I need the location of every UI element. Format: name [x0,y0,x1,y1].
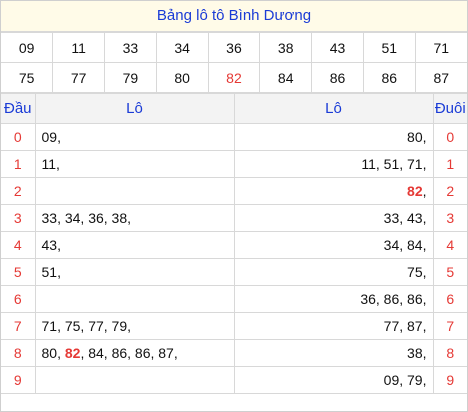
duoi-cell: 8 [432,339,467,367]
table-row: 7 71, 75, 77, 79, 77, 87, 7 [1,312,467,340]
dau-cell: 9 [1,366,36,394]
lo-values: 43, [41,237,61,253]
dau-cell: 2 [1,177,36,205]
dau-cell: 8 [1,339,36,367]
duoi-cell: 2 [432,177,467,205]
lo-values: , 84, 86, 86, 87, [80,345,178,361]
numbers-row: 75 77 79 80 82 84 86 86 87 [1,62,467,93]
dau-cell: 1 [1,150,36,178]
table-row: 6 36, 86, 86, 6 [1,285,467,313]
dau-cell: 6 [1,285,36,313]
lo-right-cell: 75, [233,258,434,286]
lo-values: 11, [41,156,60,172]
header-lo-right: Lô [233,93,434,124]
number-cell: 11 [52,32,106,63]
duoi-cell: 9 [432,366,467,394]
lo-values: 09, [41,129,61,145]
lo-right-cell: 82, [233,177,434,205]
number-cell: 84 [259,62,313,93]
dau-cell: 0 [1,123,36,151]
duoi-cell: 4 [432,231,467,259]
loto-table: Đầu Lô Lô Đuôi 0 09, 80, 0 1 11, 11, 51, 71, 1 2… [1,93,467,394]
number-cell: 43 [311,32,364,63]
numbers-grid: 09 11 33 34 36 38 43 51 71 75 77 79 80 82 84 86 86 87 [1,32,467,93]
lo-values: 38, [407,345,427,361]
table-row: 9 09, 79, 9 [1,366,467,394]
table-header-row: Đầu Lô Lô Đuôi [1,93,467,124]
duoi-cell: 6 [432,285,467,313]
dau-cell: 7 [1,312,36,340]
lo-right-cell: 80, [233,123,434,151]
number-cell: 51 [362,32,416,63]
table-row: 4 43, 34, 84, 4 [1,231,467,259]
lo-left-cell: 80, 82, 84, 86, 86, 87, [34,339,235,367]
number-cell: 77 [52,62,106,93]
lo-left-cell: 43, [34,231,235,259]
table-title: Bảng lô tô Bình Dương [1,1,467,32]
lo-values: , [422,183,427,199]
number-cell: 87 [414,62,467,93]
table-row: 8 80, 82, 84, 86, 86, 87, 38, 8 [1,339,467,367]
lo-values: 11, 51, 71, [361,156,427,172]
lo-left-cell: 51, [34,258,235,286]
lo-right-cell: 33, 43, [233,204,434,232]
highlight-number: 82 [407,183,423,199]
header-duoi: Đuôi [432,93,467,124]
duoi-cell: 0 [432,123,467,151]
lo-left-cell: 33, 34, 36, 38, [34,204,235,232]
duoi-cell: 7 [432,312,467,340]
header-lo-left: Lô [34,93,235,124]
dau-cell: 3 [1,204,36,232]
lo-left-cell: 71, 75, 77, 79, [34,312,235,340]
lo-right-cell: 11, 51, 71, [233,150,434,178]
number-cell: 86 [362,62,416,93]
table-row: 1 11, 11, 51, 71, 1 [1,150,467,178]
table-row: 5 51, 75, 5 [1,258,467,286]
lo-values: 51, [41,264,61,280]
dau-cell: 5 [1,258,36,286]
lo-values: 75, [407,264,427,280]
lo-left-cell: 11, [34,150,235,178]
duoi-cell: 1 [432,150,467,178]
lo-values: 80, [407,129,427,145]
table-row: 3 33, 34, 36, 38, 33, 43, 3 [1,204,467,232]
number-cell: 38 [259,32,313,63]
lo-right-cell: 36, 86, 86, [233,285,434,313]
header-dau: Đầu [1,93,36,124]
table-row: 0 09, 80, 0 [1,123,467,151]
lo-right-cell: 77, 87, [233,312,434,340]
lo-right-cell: 34, 84, [233,231,434,259]
duoi-cell: 5 [432,258,467,286]
lo-values: 71, 75, 77, 79, [41,318,132,334]
number-cell: 82 [207,62,261,93]
lo-right-cell: 09, 79, [233,366,434,394]
highlight-number: 82 [64,345,81,361]
dau-cell: 4 [1,231,36,259]
lo-right-cell: 38, [233,339,434,367]
number-cell: 36 [207,32,261,63]
number-cell: 86 [311,62,364,93]
lo-values: 36, 86, 86, [360,291,427,307]
lo-values: 33, 43, [383,210,427,226]
lo-values: 33, 34, 36, 38, [41,210,132,226]
lo-left-cell [34,177,235,205]
lo-values: 34, 84, [383,237,427,253]
lo-left-cell [34,366,235,394]
number-cell: 71 [414,32,467,63]
lo-values: 09, 79, [383,372,427,388]
number-cell: 34 [155,32,209,63]
lo-values: 77, 87, [383,318,427,334]
number-cell: 75 [1,62,54,93]
numbers-row: 09 11 33 34 36 38 43 51 71 [1,32,467,63]
lo-values: 80, [41,345,65,361]
number-cell: 09 [1,32,54,63]
lo-left-cell [34,285,235,313]
duoi-cell: 3 [432,204,467,232]
number-cell: 33 [104,32,157,63]
table-row: 2 82, 2 [1,177,467,205]
number-cell: 79 [104,62,157,93]
number-cell: 80 [155,62,209,93]
lo-left-cell: 09, [34,123,235,151]
